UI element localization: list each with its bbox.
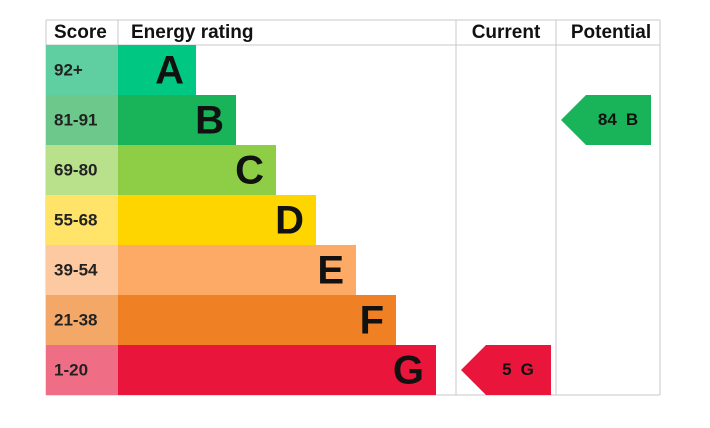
arrow-letter: B <box>626 110 638 129</box>
rating-bar <box>118 345 436 395</box>
header-rating: Energy rating <box>131 22 253 43</box>
rating-bar <box>118 45 196 95</box>
arrow-value: 84 <box>598 110 617 129</box>
rating-bar <box>118 295 396 345</box>
score-cell <box>46 95 118 145</box>
score-label: 92+ <box>54 60 83 79</box>
score-cell <box>46 145 118 195</box>
score-label: 55-68 <box>54 210 97 229</box>
score-cell <box>46 45 118 95</box>
score-cell <box>46 295 118 345</box>
arrow-label: 84 B <box>598 110 638 129</box>
header-potential: Potential <box>571 22 651 43</box>
arrow-value: 5 <box>502 360 511 379</box>
rating-bar <box>118 195 316 245</box>
rating-letter: F <box>360 299 384 343</box>
score-label: 81-91 <box>54 110 97 129</box>
rating-letter: C <box>235 149 264 193</box>
header-score: Score <box>54 22 107 43</box>
score-cell <box>46 245 118 295</box>
score-label: 39-54 <box>54 260 98 279</box>
score-label: 1-20 <box>54 360 88 379</box>
rating-bar <box>118 145 276 195</box>
score-cell <box>46 345 118 395</box>
rating-letter: A <box>155 49 184 93</box>
score-cell <box>46 195 118 245</box>
rating-bar <box>118 95 236 145</box>
rating-letter: E <box>317 249 344 293</box>
header-current: Current <box>472 22 541 43</box>
rating-letter: B <box>195 99 224 143</box>
potential-rating: 84 B <box>561 95 651 145</box>
rating-bar <box>118 245 356 295</box>
rating-arrow <box>561 95 651 145</box>
rating-arrow <box>461 345 551 395</box>
rating-letter: G <box>393 349 424 393</box>
score-label: 69-80 <box>54 160 97 179</box>
arrow-letter: G <box>521 360 534 379</box>
rating-letter: D <box>275 199 304 243</box>
score-label: 21-38 <box>54 310 97 329</box>
